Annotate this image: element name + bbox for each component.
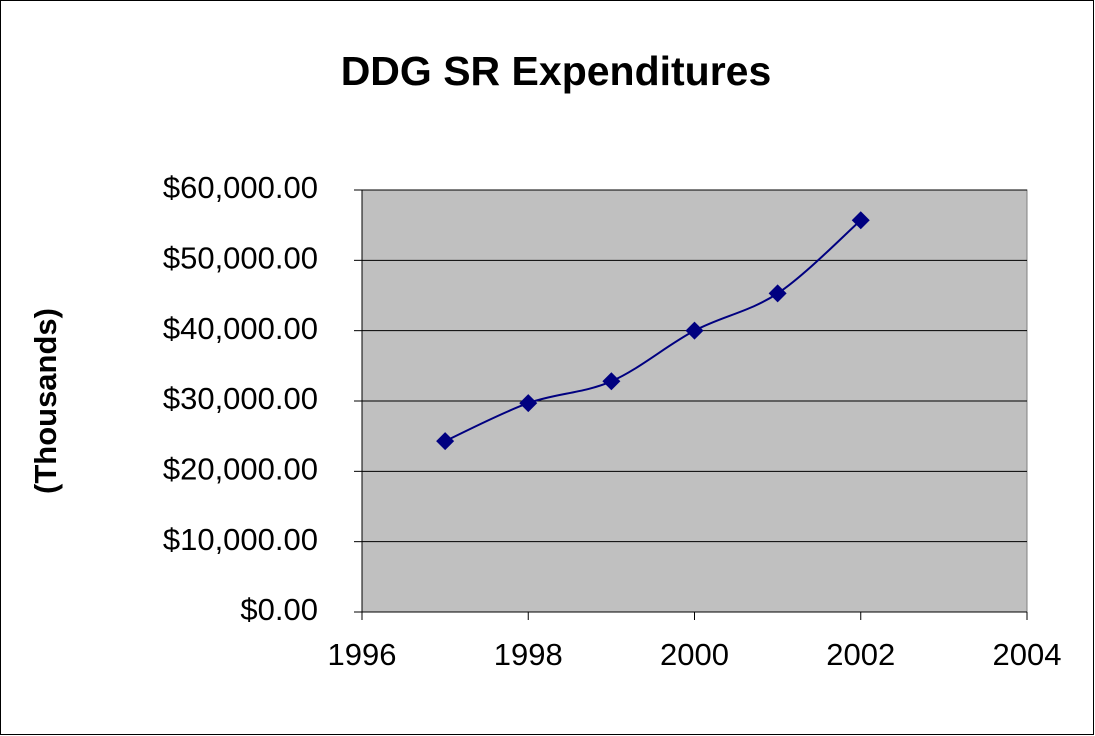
x-tick-label: 2004 — [993, 637, 1062, 672]
series-line — [444, 219, 862, 442]
marker — [519, 394, 538, 413]
y-tick-label: $60,000.00 — [163, 170, 318, 205]
x-tick-label: 2000 — [660, 637, 729, 672]
x-tick-label: 1996 — [328, 637, 397, 672]
y-tick-label: $50,000.00 — [163, 241, 318, 276]
x-tick-label: 1998 — [494, 637, 563, 672]
marker — [768, 284, 787, 303]
y-tick-label: $0.00 — [240, 592, 318, 627]
chart-title: DDG SR Expenditures — [341, 48, 772, 94]
x-tick-label: 2002 — [826, 637, 895, 672]
marker — [851, 211, 870, 230]
y-tick-label: $30,000.00 — [163, 381, 318, 416]
y-tick-label: $40,000.00 — [163, 311, 318, 346]
y-axis-label: (Thousands) — [28, 308, 63, 494]
y-tick-label: $10,000.00 — [163, 522, 318, 557]
marker — [602, 372, 621, 391]
marker — [436, 432, 455, 451]
y-tick-label: $20,000.00 — [163, 452, 318, 487]
marker — [685, 321, 704, 340]
